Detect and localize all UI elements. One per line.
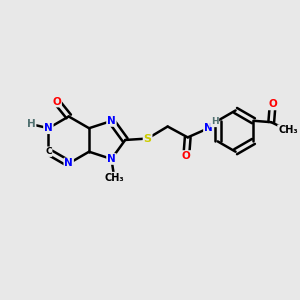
Text: N: N — [64, 158, 73, 169]
Text: O: O — [268, 99, 277, 110]
Text: O: O — [52, 97, 61, 106]
Text: H: H — [211, 117, 218, 126]
Text: N: N — [107, 116, 116, 126]
Text: N: N — [204, 123, 213, 133]
Text: N: N — [107, 154, 116, 164]
Text: O: O — [182, 151, 191, 161]
Text: H: H — [27, 119, 35, 129]
Text: N: N — [44, 123, 53, 133]
Text: C: C — [45, 147, 52, 156]
Text: S: S — [144, 134, 152, 143]
Text: CH₃: CH₃ — [104, 172, 124, 183]
Text: CH₃: CH₃ — [278, 125, 298, 135]
